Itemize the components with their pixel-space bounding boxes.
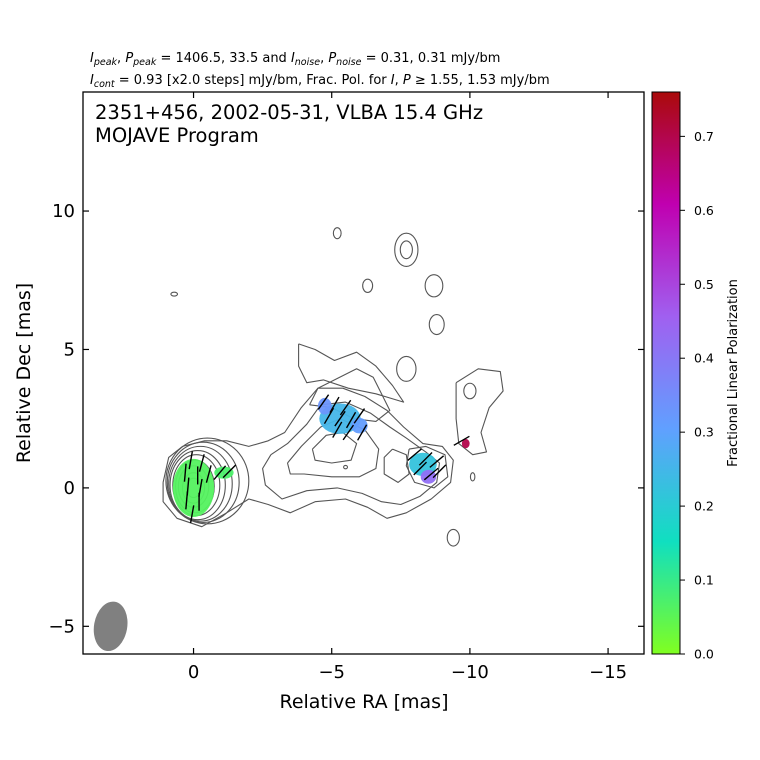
evpa-vector <box>198 454 205 472</box>
evpa-vector <box>339 399 352 416</box>
colorbar-tick-label: 0.3 <box>694 425 714 440</box>
evpa-vector <box>183 463 187 482</box>
contour-line <box>455 368 504 456</box>
contour-blob <box>343 464 349 470</box>
evpa-vector <box>205 465 212 483</box>
evpa-vector <box>407 448 422 461</box>
evpa-vector <box>213 465 227 481</box>
y-tick-label: 10 <box>52 201 75 222</box>
evpa-vector-layer <box>183 394 470 524</box>
polarization-patch <box>214 466 234 479</box>
evpa-vector <box>188 451 194 470</box>
y-tick-label: −5 <box>48 616 75 637</box>
contour-core <box>169 449 226 521</box>
plot-title-line2: MOJAVE Program <box>95 124 259 147</box>
y-tick-label: 0 <box>64 478 75 499</box>
colorbar-tick-label: 0.2 <box>694 499 714 514</box>
header-line1: Ipeak, Ppeak = 1406.5, 33.5 and Inoise, … <box>90 51 500 68</box>
contour-core <box>166 441 240 524</box>
colorbar-tick-label: 0.5 <box>694 277 714 292</box>
contour-blob <box>399 240 413 260</box>
contour-layer <box>162 227 504 547</box>
plot-title-line1: 2351+456, 2002-05-31, VLBA 15.4 GHz <box>95 101 483 124</box>
evpa-vector <box>453 435 470 446</box>
contour-blob <box>170 291 179 297</box>
evpa-vector <box>429 455 445 468</box>
contour-line <box>405 445 449 489</box>
colorbar-tick-label: 0.7 <box>694 129 714 144</box>
contour-blob <box>469 472 476 482</box>
evpa-vector <box>353 408 366 424</box>
contour-line <box>383 448 410 483</box>
colorbar-tick-label: 0.4 <box>694 351 714 366</box>
contour-blob <box>446 528 460 547</box>
evpa-vector <box>357 424 368 441</box>
x-axis-label: Relative RA [mas] <box>279 691 448 713</box>
y-axis-label: Relative Dec [mas] <box>13 283 35 463</box>
colorbar-tick-label: 0.0 <box>694 647 714 662</box>
colorbar-tick-label: 0.1 <box>694 573 714 588</box>
x-tick-label: −10 <box>451 662 489 683</box>
contour-blob <box>362 278 374 293</box>
contour-core <box>168 445 233 522</box>
colorbar-ticks: 0.0 0.1 0.2 0.3 0.4 0.5 0.6 0.7 <box>680 129 714 662</box>
colorbar-tick-label: 0.6 <box>694 203 714 218</box>
contour-blob <box>332 227 342 240</box>
contour-blob <box>394 232 419 267</box>
colorbar-label: Fractional Linear Polarization <box>726 279 741 467</box>
evpa-vector <box>329 396 340 413</box>
evpa-vector <box>323 407 335 425</box>
x-tick-label: −15 <box>589 662 627 683</box>
polarization-patch <box>317 397 332 415</box>
evpa-vector <box>334 410 346 427</box>
contour-blob <box>424 274 444 298</box>
contour-blob <box>428 314 445 336</box>
contour-line <box>298 343 405 403</box>
x-tick-label: −5 <box>318 662 345 683</box>
y-tick-label: 5 <box>64 339 75 360</box>
evpa-vector <box>317 394 330 410</box>
evpa-vector <box>185 491 189 510</box>
contour-blob <box>396 355 417 382</box>
evpa-vector <box>432 464 447 479</box>
contour-line <box>162 387 454 528</box>
axes-layer: 0 −5 −10 −15 −5 0 5 10 <box>48 92 644 683</box>
polarization-patch <box>172 458 215 517</box>
beam-ellipse <box>93 601 128 652</box>
polarization-patch <box>461 438 470 449</box>
evpa-vector <box>332 421 343 438</box>
evpa-vector <box>345 411 357 429</box>
evpa-vector <box>342 424 355 441</box>
contour-line <box>311 431 358 464</box>
contour-line <box>286 418 380 478</box>
beam-layer <box>93 601 128 652</box>
evpa-vector <box>189 505 195 524</box>
plot-frame <box>82 91 645 655</box>
evpa-vector <box>222 464 237 479</box>
header-line2: Icont = 0.93 [x2.0 steps] mJy/bm, Frac. … <box>90 73 550 90</box>
plot-area <box>93 227 504 652</box>
contour-blob <box>463 382 477 400</box>
evpa-vector <box>423 467 439 481</box>
evpa-vector <box>413 461 428 476</box>
evpa-vector <box>418 451 433 466</box>
colorbar <box>651 91 681 655</box>
x-tick-label: 0 <box>188 662 199 683</box>
